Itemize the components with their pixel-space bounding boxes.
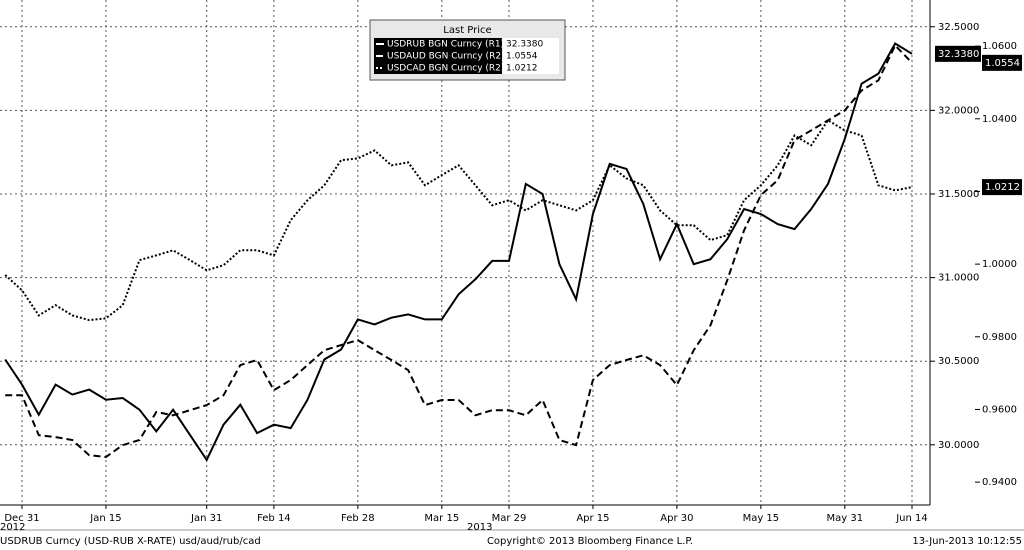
series-line (5, 43, 913, 459)
y-tick-label: 31.0000 (938, 273, 979, 284)
y2-tick-label: 1.0000 (982, 259, 1017, 270)
legend-label: USDAUD BGN Curncy (R2) (387, 52, 505, 62)
y-tick-label: 31.5000 (938, 189, 979, 200)
y2-tick-label: 0.9600 (982, 404, 1017, 415)
series-line (4, 42, 913, 462)
x-tick-label: May 31 (827, 513, 864, 524)
last-price-tag: 1.0212 (982, 179, 1022, 196)
x-tick-label: Feb 14 (257, 513, 291, 524)
last-price-label: 32.3380 (938, 49, 979, 60)
legend-row (374, 62, 502, 74)
y-tick-label: 30.5000 (938, 356, 979, 367)
x-tick-label: Mar 29 (492, 513, 527, 524)
x-tick-label: Apr 30 (660, 513, 693, 524)
last-price-label: 1.0554 (985, 58, 1020, 69)
y-tick-label: 30.0000 (938, 440, 979, 451)
last-price-box (982, 179, 1022, 196)
legend-label: USDCAD BGN Curncy (R2) (387, 64, 504, 74)
legend-value-box (503, 38, 559, 50)
y2-tick-label: 1.0400 (982, 114, 1017, 125)
footer-left: USDRUB Curncy (USD-RUB X-RATE) usd/aud/r… (0, 536, 261, 547)
x-tick-label: Mar 15 (424, 513, 459, 524)
y-tick-label: 32.5000 (938, 22, 979, 33)
x-tick-label: Apr 15 (576, 513, 609, 524)
x-tick-label: Jan 15 (89, 513, 121, 524)
x-tick-label: Jun 14 (895, 513, 928, 524)
y-tick-label: 32.0000 (938, 105, 979, 116)
x-tick-label: May 15 (743, 513, 780, 524)
x-year-label: 2013 (467, 522, 492, 533)
last-price-label: 1.0212 (985, 182, 1020, 193)
footer-right: 13-Jun-2013 10:12:55 (912, 536, 1022, 547)
legend-value: 1.0554 (506, 52, 538, 62)
y2-tick-label: 0.9800 (982, 332, 1017, 343)
legend-value: 1.0212 (506, 64, 538, 74)
last-price-tag: 1.0554 (982, 54, 1022, 71)
x-tick-label: Jan 31 (190, 513, 222, 524)
x-tick-label: Feb 28 (341, 513, 375, 524)
last-price-box (935, 45, 981, 62)
x-tick-label: Dec 31 (4, 513, 39, 524)
legend-title: Last Price (443, 25, 491, 36)
legend-value-box (503, 62, 559, 74)
y2-tick-label: 1.0600 (982, 41, 1017, 52)
last-price-tag: 32.3380 (935, 45, 981, 62)
legend-label: USDRUB BGN Curncy (R1) (387, 40, 504, 50)
legend-row (374, 38, 502, 50)
legend-row (374, 50, 502, 62)
series-line (4, 118, 913, 322)
legend-value: 32.3380 (506, 40, 543, 50)
legend-value-box (503, 50, 559, 62)
x-year-label: 2012 (0, 522, 25, 533)
last-price-box (982, 54, 1022, 71)
footer-center: Copyright© 2013 Bloomberg Finance L.P. (487, 536, 693, 547)
y2-tick-label: 0.9400 (982, 477, 1017, 488)
